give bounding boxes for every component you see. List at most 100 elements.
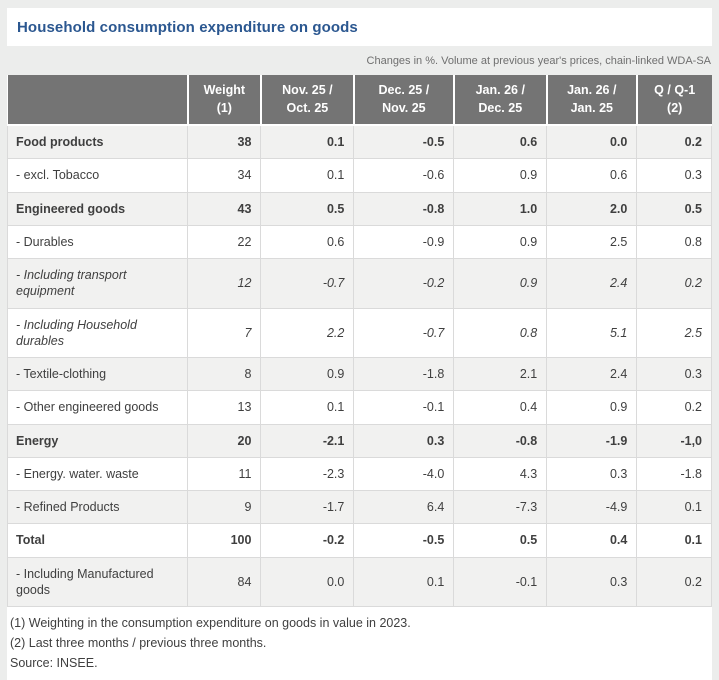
value-cell: 12 [187, 258, 262, 309]
column-header-q-q1: Q / Q-1 (2) [635, 75, 712, 126]
table-row-excl-tobacco: - excl. Tobacco 34 0.1 -0.6 0.9 0.6 0.3 [6, 158, 712, 193]
value-cell: 0.6 [453, 124, 548, 160]
value-cell: -0.7 [260, 258, 355, 309]
value-cell: 0.5 [636, 191, 712, 226]
column-header-nov25-oct25: Nov. 25 / Oct. 25 [259, 75, 354, 126]
value-cell: 0.3 [636, 356, 712, 392]
column-header-line1: Nov. 25 / [282, 83, 333, 97]
value-cell: 20 [187, 423, 262, 458]
column-header-dec25-nov25: Dec. 25 / Nov. 25 [352, 75, 454, 126]
value-cell: 100 [187, 523, 262, 558]
value-cell: -2.3 [260, 456, 355, 492]
table-row-durables: - Durables 22 0.6 -0.9 0.9 2.5 0.8 [6, 224, 712, 260]
column-header-corner [7, 75, 188, 126]
value-cell: -0.2 [353, 258, 455, 309]
value-cell: 43 [187, 191, 262, 226]
value-cell: 0.1 [636, 523, 712, 558]
value-cell: 2.2 [260, 307, 355, 358]
value-cell: 0.2 [636, 556, 712, 607]
value-cell: 0.4 [453, 390, 548, 425]
value-cell: -7.3 [453, 489, 548, 525]
value-cell: 8 [187, 356, 262, 392]
table-subtitle: Changes in %. Volume at previous year's … [366, 55, 711, 67]
column-header-line1: Dec. 25 / [378, 83, 430, 97]
value-cell: 13 [187, 390, 262, 425]
table-row-energy-water-waste: - Energy. water. waste 11 -2.3 -4.0 4.3 … [6, 456, 712, 492]
value-cell: -1.7 [260, 489, 355, 525]
table-row-engineered-goods: Engineered goods 43 0.5 -0.8 1.0 2.0 0.5 [6, 191, 712, 226]
column-header-line2: (2) [667, 100, 683, 115]
footnote-source: Source: INSEE. [10, 656, 98, 670]
column-header-line1: Q / Q-1 [654, 83, 696, 97]
value-cell: 0.1 [353, 556, 455, 607]
value-cell: 2.1 [453, 356, 548, 392]
value-cell: 0.9 [453, 224, 548, 260]
row-label: - Energy. water. waste [6, 456, 189, 492]
table-row-food-products: Food products 38 0.1 -0.5 0.6 0.0 0.2 [6, 124, 712, 160]
value-cell: -1.9 [546, 423, 638, 458]
table-row-energy: Energy 20 -2.1 0.3 -0.8 -1.9 -1,0 [6, 423, 712, 458]
value-cell: 0.3 [546, 456, 638, 492]
value-cell: 2.4 [546, 356, 638, 392]
value-cell: 0.1 [260, 390, 355, 425]
value-cell: 0.8 [636, 224, 712, 260]
value-cell: -0.8 [453, 423, 548, 458]
value-cell: 0.2 [636, 258, 712, 309]
row-label: Total [6, 523, 189, 558]
value-cell: 11 [187, 456, 262, 492]
row-label: - excl. Tobacco [6, 158, 189, 193]
value-cell: 7 [187, 307, 262, 358]
value-cell: 0.2 [636, 124, 712, 160]
value-cell: -0.6 [353, 158, 455, 193]
value-cell: -0.7 [353, 307, 455, 358]
value-cell: 0.9 [453, 258, 548, 309]
table-row-transport-equipment: - Including transport equipment 12 -0.7 … [6, 258, 712, 309]
value-cell: 34 [187, 158, 262, 193]
column-header-weight: Weight (1) [186, 75, 261, 126]
value-cell: 0.2 [636, 390, 712, 425]
column-header-line1: Weight [203, 83, 246, 97]
value-cell: -1.8 [353, 356, 455, 392]
value-cell: 0.9 [260, 356, 355, 392]
table-row-total: Total 100 -0.2 -0.5 0.5 0.4 0.1 [6, 523, 712, 558]
column-header-jan26-dec25: Jan. 26 / Dec. 25 [452, 75, 547, 126]
value-cell: 9 [187, 489, 262, 525]
table-row-manufactured-goods: - Including Manufactured goods 84 0.0 0.… [6, 556, 712, 607]
value-cell: 5.1 [546, 307, 638, 358]
value-cell: 1.0 [453, 191, 548, 226]
column-header-line2: Nov. 25 [382, 100, 426, 115]
value-cell: 0.5 [453, 523, 548, 558]
value-cell: 22 [187, 224, 262, 260]
column-header-line2: Dec. 25 [478, 100, 523, 115]
value-cell: -4.0 [353, 456, 455, 492]
value-cell: 6.4 [353, 489, 455, 525]
value-cell: 2.0 [546, 191, 638, 226]
column-header-line1: Jan. 26 / [475, 83, 525, 97]
value-cell: 0.3 [636, 158, 712, 193]
title-bar: Household consumption expenditure on goo… [7, 8, 712, 46]
value-cell: 0.5 [260, 191, 355, 226]
value-cell: 0.1 [260, 158, 355, 193]
value-cell: -0.1 [453, 556, 548, 607]
table-card: Weight (1) Nov. 25 / Oct. 25 Dec. 25 / N… [6, 75, 712, 680]
value-cell: 0.6 [260, 224, 355, 260]
value-cell: 2.4 [546, 258, 638, 309]
value-cell: 0.4 [546, 523, 638, 558]
value-cell: 2.5 [636, 307, 712, 358]
row-label: - Including Manufactured goods [6, 556, 189, 607]
value-cell: -4.9 [546, 489, 638, 525]
value-cell: 38 [187, 124, 262, 160]
value-cell: 2.5 [546, 224, 638, 260]
value-cell: -1,0 [636, 423, 712, 458]
value-cell: -0.8 [353, 191, 455, 226]
column-header-jan26-jan25: Jan. 26 / Jan. 25 [545, 75, 637, 126]
value-cell: 0.0 [546, 124, 638, 160]
table-row-household-durables: - Including Household durables 7 2.2 -0.… [6, 307, 712, 358]
value-cell: 0.1 [636, 489, 712, 525]
row-label: Energy [6, 423, 189, 458]
value-cell: 0.1 [260, 124, 355, 160]
footnotes: (1) Weighting in the consumption expendi… [7, 607, 712, 676]
value-cell: -0.1 [353, 390, 455, 425]
page-title: Household consumption expenditure on goo… [17, 18, 358, 36]
row-label: - Refined Products [6, 489, 189, 525]
